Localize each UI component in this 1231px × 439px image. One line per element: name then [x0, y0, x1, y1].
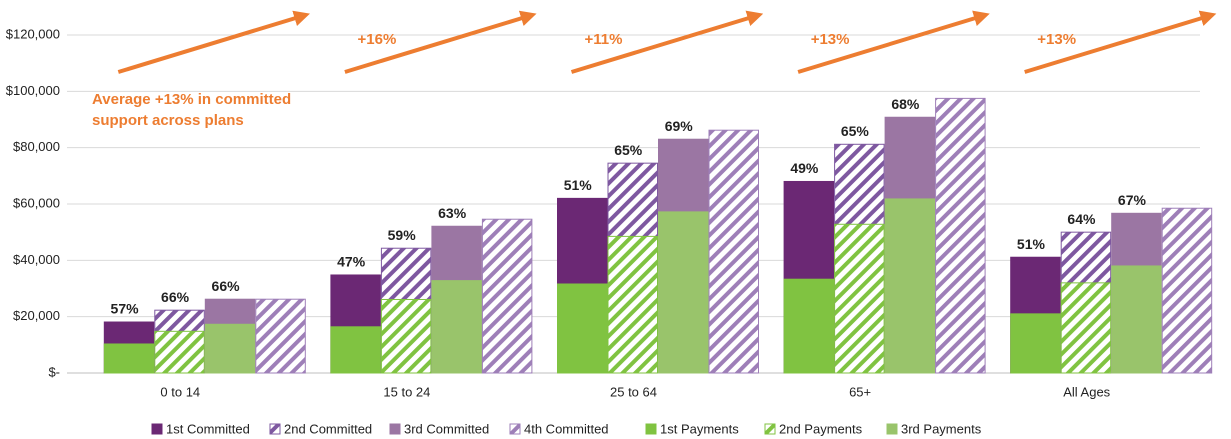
percent-label: 65% — [841, 123, 870, 139]
legend-swatch — [389, 423, 401, 435]
legend-swatch — [151, 423, 163, 435]
committed-bar — [1161, 207, 1213, 374]
committed-bar — [708, 129, 759, 374]
growth-label: +11% — [585, 31, 623, 48]
legend-label: 1st Committed — [166, 421, 250, 436]
arrow — [344, 10, 537, 74]
arrow — [797, 10, 990, 74]
percent-label: 64% — [1067, 211, 1096, 227]
arrow — [117, 10, 310, 74]
payment-bar — [154, 330, 205, 374]
legend-swatch — [269, 423, 281, 435]
legend-swatch — [509, 423, 521, 435]
payment-bar — [103, 343, 155, 374]
percent-label: 59% — [388, 227, 417, 243]
payment-bar — [607, 235, 658, 374]
legend-label: 2nd Committed — [284, 421, 372, 436]
y-tick-label: $20,000 — [13, 308, 60, 323]
payment-bar — [204, 323, 256, 374]
percent-label: 51% — [564, 177, 593, 193]
payment-bar — [783, 278, 835, 374]
payment-bar — [834, 223, 885, 374]
percent-label: 68% — [891, 96, 920, 112]
y-tick-label: $100,000 — [6, 83, 60, 98]
legend-swatch — [886, 423, 898, 435]
percent-label: 65% — [614, 142, 643, 158]
legend-label: 3rd Committed — [404, 421, 489, 436]
payment-bar — [1060, 282, 1112, 374]
y-tick-label: $- — [48, 364, 60, 379]
percent-label: 66% — [161, 289, 190, 305]
x-tick-label: 65+ — [849, 384, 871, 399]
arrow — [570, 10, 764, 74]
arrow — [1024, 10, 1217, 74]
legend-label: 1st Payments — [660, 421, 739, 436]
growth-label: +13% — [1037, 31, 1076, 48]
y-tick-label: $40,000 — [13, 252, 60, 267]
x-tick-label: All Ages — [1063, 384, 1110, 399]
note: support across plans — [92, 112, 244, 129]
payment-bar — [658, 211, 709, 374]
x-tick-label: 0 to 14 — [160, 384, 200, 399]
legend-label: 4th Committed — [524, 421, 609, 436]
payment-bar — [330, 326, 381, 374]
payment-bar — [557, 283, 608, 374]
percent-label: 57% — [111, 301, 140, 317]
payment-bar — [1111, 265, 1162, 374]
x-tick-label: 15 to 24 — [383, 384, 430, 399]
percent-label: 51% — [1017, 236, 1046, 252]
growth-label: +13% — [811, 31, 850, 48]
percent-label: 66% — [212, 278, 241, 294]
legend-swatch — [645, 423, 657, 435]
legend-label: 2nd Payments — [779, 421, 863, 436]
y-tick-label: $120,000 — [6, 26, 60, 41]
percent-label: 63% — [438, 205, 467, 221]
note: Average +13% in committed — [92, 91, 291, 108]
legend-swatch — [764, 423, 776, 435]
percent-label: 67% — [1118, 192, 1147, 208]
payment-bar — [1010, 313, 1061, 374]
committed-bar — [481, 218, 533, 374]
y-tick-label: $80,000 — [13, 139, 60, 154]
y-tick-label: $60,000 — [13, 195, 60, 210]
committed-bar — [255, 298, 306, 374]
growth-label: +16% — [358, 31, 397, 48]
legend-label: 3rd Payments — [901, 421, 982, 436]
x-tick-label: 25 to 64 — [610, 384, 657, 399]
payment-bar — [380, 298, 432, 374]
percent-label: 49% — [790, 160, 819, 176]
percent-label: 47% — [337, 254, 366, 270]
payment-bar — [431, 280, 482, 374]
percent-label: 69% — [665, 118, 694, 134]
payment-bar — [884, 198, 936, 374]
committed-bar — [935, 97, 986, 374]
